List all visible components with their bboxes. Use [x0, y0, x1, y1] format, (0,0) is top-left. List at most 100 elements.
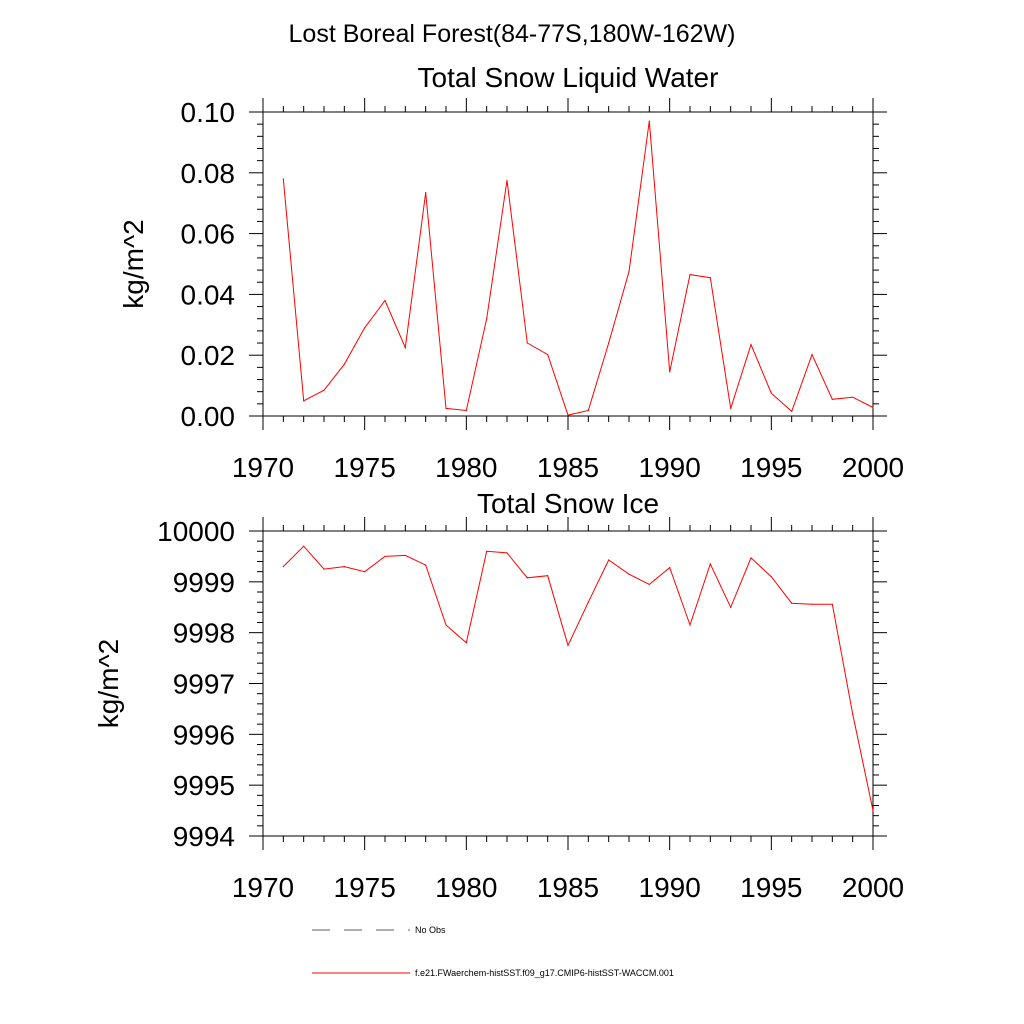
data-point [628, 573, 630, 575]
data-point [465, 409, 467, 412]
data-point [852, 713, 854, 715]
data-point [567, 644, 569, 647]
y-tick-label: 10000 [157, 516, 235, 547]
data-point [282, 178, 284, 180]
data-point [831, 603, 833, 605]
data-point [343, 363, 345, 365]
legend-obs-label: No Obs [415, 925, 446, 935]
data-point [648, 120, 650, 122]
chart-title: Total Snow Liquid Water [418, 62, 719, 93]
data-point [791, 410, 793, 412]
x-tick-label: 1990 [639, 452, 701, 483]
data-point [323, 389, 325, 391]
data-point [770, 576, 772, 578]
data-point [628, 271, 630, 273]
data-point [689, 624, 691, 626]
panel-snow-liquid-water: Total Snow Liquid Water kg/m^2 1970 1975 198… [118, 62, 904, 483]
y-tick-label: 0.02 [181, 340, 236, 371]
data-point [811, 603, 813, 605]
data-point [750, 557, 752, 559]
y-tick-label: 0.00 [181, 401, 236, 432]
data-point [404, 347, 406, 349]
data-point [669, 371, 671, 373]
x-tick-label: 2000 [842, 452, 904, 483]
x-tick-label: 1995 [740, 452, 802, 483]
y-tick-label: 9997 [173, 669, 235, 700]
y-axis-label: kg/m^2 [93, 639, 124, 728]
data-point [323, 568, 325, 570]
data-point [506, 179, 508, 181]
data-point [872, 810, 874, 812]
data-point [445, 624, 447, 626]
data-point [465, 642, 467, 644]
y-tick-label: 0.08 [181, 158, 236, 189]
data-point [730, 407, 732, 409]
data-point [730, 606, 732, 608]
y-tick-label: 9996 [173, 719, 235, 750]
y-tick-label: 9994 [173, 821, 235, 852]
x-tick-label: 1980 [435, 872, 497, 903]
data-point [709, 277, 711, 279]
x-tick-label: 1970 [232, 452, 294, 483]
y-tick-label: 0.06 [181, 219, 236, 250]
data-point [587, 601, 589, 603]
data-point [669, 567, 671, 569]
data-point [303, 400, 305, 402]
data-point [404, 554, 406, 557]
data-point [445, 407, 447, 409]
x-tick-label: 2000 [842, 872, 904, 903]
x-tick-label: 1975 [334, 452, 396, 483]
data-point [648, 583, 650, 586]
data-point [364, 571, 366, 573]
page-title: Lost Boreal Forest(84-77S,180W-162W) [289, 20, 736, 48]
data-point [567, 414, 569, 416]
data-point [364, 327, 366, 329]
data-point [547, 354, 549, 356]
data-point [486, 550, 488, 552]
data-point [526, 342, 528, 344]
x-tick-label: 1995 [740, 872, 802, 903]
data-point [506, 552, 508, 554]
data-point [852, 396, 854, 398]
panel-snow-ice: Total Snow Ice kg/m^2 1970 1975 1980 1985 1990… [93, 488, 904, 903]
x-tick-label: 1980 [435, 452, 497, 483]
data-point [526, 577, 528, 579]
data-point [343, 566, 345, 568]
data-point [811, 354, 813, 356]
x-tick-label: 1985 [537, 872, 599, 903]
data-point [791, 602, 793, 604]
data-point [750, 344, 752, 346]
y-tick-label: 0.04 [181, 279, 236, 310]
data-point [608, 342, 610, 344]
x-tick-label: 1990 [639, 872, 701, 903]
data-point [709, 563, 711, 565]
data-point [303, 545, 305, 547]
data-point [831, 398, 833, 400]
data-point [486, 318, 488, 320]
data-point [872, 406, 874, 409]
y-tick-label: 9998 [173, 618, 235, 649]
y-axis-label: kg/m^2 [118, 219, 149, 308]
y-tick-label: 0.10 [181, 97, 236, 128]
data-point [425, 192, 427, 194]
data-point [384, 555, 386, 558]
series-line [282, 121, 874, 416]
data-point [587, 409, 589, 412]
x-tick-label: 1985 [537, 452, 599, 483]
plot-frame [262, 530, 874, 837]
x-tick-label: 1975 [334, 872, 396, 903]
y-tick-label: 9995 [173, 770, 235, 801]
data-point [384, 299, 386, 302]
y-tick-label: 9999 [173, 567, 235, 598]
legend-model-label: f.e21.FWaerchem-histSST.f09_g17.CMIP6-hi… [415, 968, 674, 978]
data-point [608, 559, 610, 561]
chart-title: Total Snow Ice [477, 488, 659, 519]
data-point [282, 566, 284, 568]
series-line [282, 545, 874, 811]
x-tick-label: 1970 [232, 872, 294, 903]
plot-frame [262, 111, 874, 417]
data-point [689, 274, 691, 276]
data-point [425, 564, 427, 566]
data-point [547, 575, 549, 577]
